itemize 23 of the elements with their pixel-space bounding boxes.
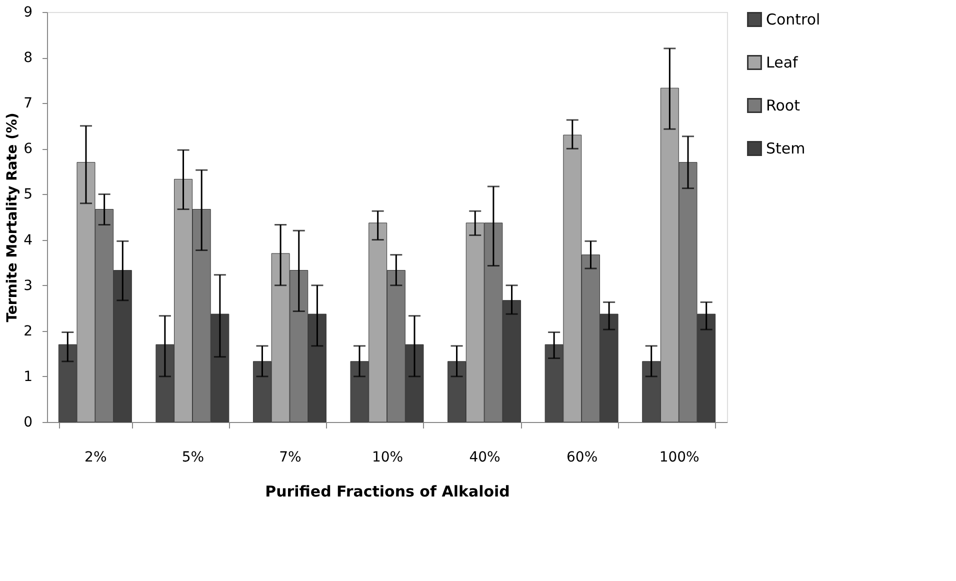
y-tick-label: 3 — [24, 278, 32, 294]
x-tick-label: 100% — [659, 450, 700, 466]
legend-label: Root — [766, 96, 800, 114]
legend-label: Control — [766, 10, 820, 28]
y-tick-label: 7 — [24, 96, 32, 112]
x-tick-label: 2% — [84, 450, 107, 466]
legend-label: Stem — [766, 140, 806, 158]
y-tick-label: 8 — [24, 50, 32, 66]
x-tick-label: 60% — [566, 450, 598, 466]
y-tick-label: 6 — [24, 141, 33, 158]
y-tick-label: 9 — [24, 4, 32, 20]
y-tick-label: 4 — [24, 232, 33, 248]
x-tick-label: 40% — [469, 450, 500, 466]
x-axis-title: Purified Fractions of Alkaloid — [265, 482, 510, 500]
y-tick-label: 0 — [24, 414, 32, 430]
y-tick-label: 2 — [24, 323, 32, 340]
y-axis-title: Termite Mortality Rate (%) — [4, 112, 21, 322]
x-tick-label: 10% — [372, 450, 404, 466]
x-tick-label: 5% — [182, 450, 204, 466]
y-tick-label: 5 — [24, 186, 32, 203]
legend-label: Leaf — [766, 54, 799, 72]
x-tick-label: 7% — [279, 450, 302, 466]
y-tick-label: 1 — [24, 368, 32, 385]
